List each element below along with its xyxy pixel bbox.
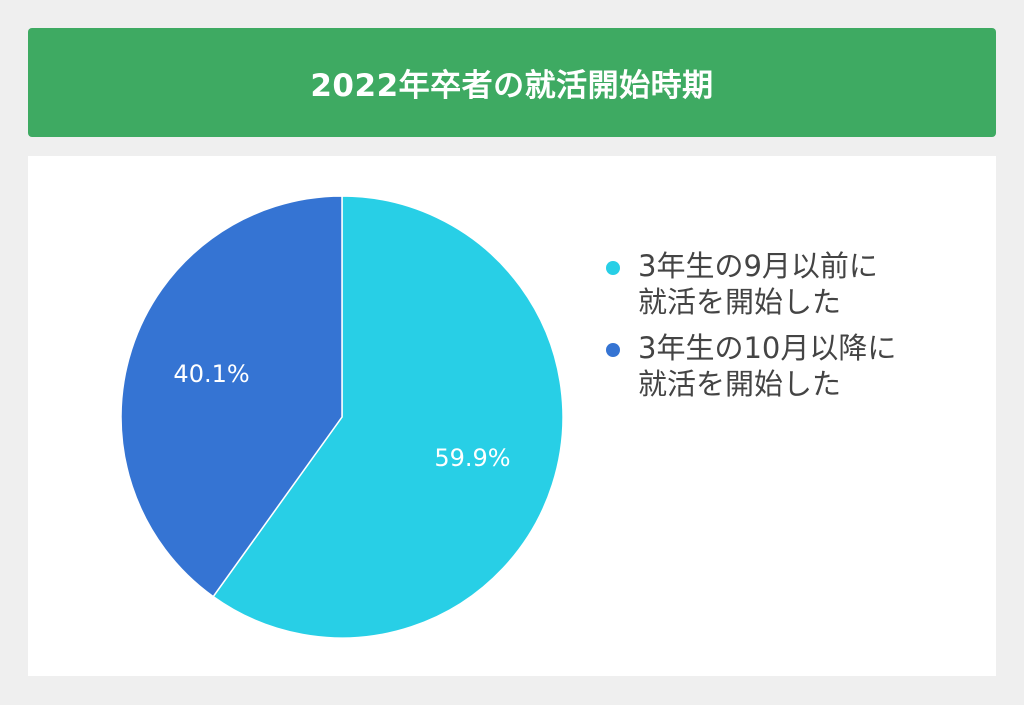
pie-label-after-oct: 40.1% bbox=[173, 360, 249, 388]
legend: 3年生の9月以前に 就活を開始した 3年生の10月以降に 就活を開始した bbox=[606, 248, 986, 412]
legend-marker-before-sept bbox=[606, 261, 620, 275]
pie-slice-before-sept bbox=[212, 195, 564, 639]
pie-label-before-sept: 59.9% bbox=[434, 444, 510, 472]
legend-label-before-sept: 3年生の9月以前に 就活を開始した bbox=[638, 249, 878, 319]
legend-item-before-sept: 3年生の9月以前に 就活を開始した bbox=[606, 248, 986, 320]
chart-title: 2022年卒者の就活開始時期 bbox=[310, 68, 714, 104]
legend-marker-after-oct bbox=[606, 343, 620, 357]
pie-slice-after-oct bbox=[120, 195, 343, 598]
pie-chart: 59.9% 40.1% bbox=[120, 195, 564, 639]
chart-title-bar: 2022年卒者の就活開始時期 bbox=[28, 28, 996, 137]
legend-item-after-oct: 3年生の10月以降に 就活を開始した bbox=[606, 330, 986, 402]
chart-panel: 59.9% 40.1% 3年生の9月以前に 就活を開始した 3年生の10月以降に … bbox=[28, 156, 996, 676]
legend-label-after-oct: 3年生の10月以降に 就活を開始した bbox=[638, 331, 897, 401]
